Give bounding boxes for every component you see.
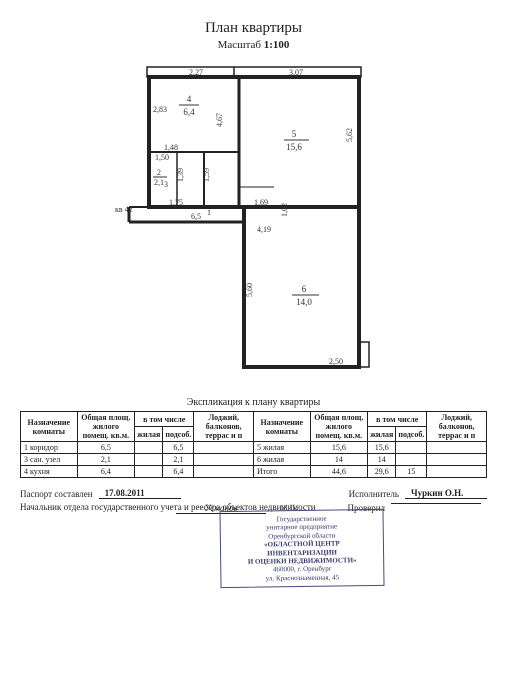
- table-cell: 6 жилая: [253, 454, 310, 466]
- dim: 6,5: [191, 212, 201, 221]
- table-cell: 15,6: [368, 442, 396, 454]
- page-title: План квартиры: [20, 20, 487, 37]
- dim: 1,75: [169, 198, 183, 207]
- th-aux: подсоб.: [163, 427, 194, 442]
- dim: 1,02: [280, 203, 289, 217]
- table-cell: 29,6: [368, 466, 396, 478]
- room-num: 1: [207, 208, 211, 217]
- table-cell: [427, 442, 487, 454]
- th-room-name: Назначение комнаты: [21, 412, 78, 442]
- table-cell: [135, 442, 163, 454]
- table-cell: 5 жилая: [253, 442, 310, 454]
- table-cell: 2,1: [163, 454, 194, 466]
- table-cell: [396, 442, 427, 454]
- apartment-label: кв 42: [115, 205, 133, 214]
- th-loggia: Лоджий, балконов, террас и п: [194, 412, 254, 442]
- passport-label: Паспорт составлен: [20, 489, 93, 499]
- dim: 5,60: [245, 283, 254, 297]
- th-total: Общая площ. жилого помещ. кв.м.: [310, 412, 368, 442]
- mp-label: М.П.: [280, 503, 297, 513]
- table-cell: 15: [396, 466, 427, 478]
- explication-table: Назначение комнаты Общая площ. жилого по…: [20, 411, 487, 478]
- room-area: 14,0: [296, 297, 312, 307]
- th-total: Общая площ. жилого помещ. кв.м.: [77, 412, 135, 442]
- table-cell: [194, 442, 254, 454]
- table-cell: [427, 454, 487, 466]
- dim: 1,59: [202, 168, 211, 182]
- th-loggia: Лоджий, балконов, террас и п: [427, 412, 487, 442]
- table-cell: 15,6: [310, 442, 368, 454]
- table-cell: 6,4: [77, 466, 135, 478]
- stamp-line: ул. Краснознаменная, 45: [227, 573, 377, 583]
- table-cell: 2,1: [77, 454, 135, 466]
- dim: 4,67: [215, 113, 224, 127]
- th-living: жилая: [368, 427, 396, 442]
- dim: 2,50: [329, 357, 343, 366]
- footer: Паспорт составлен 17.08.2011 Исполнитель…: [20, 488, 487, 514]
- th-incl: в том числе: [135, 412, 194, 427]
- table-cell: Итого: [253, 466, 310, 478]
- dim: 3,07: [289, 68, 303, 77]
- table-cell: 3 сан. узел: [21, 454, 78, 466]
- executor-name: Чуркин О.Н.: [405, 488, 487, 499]
- explication-title: Экспликация к плану квартиры: [20, 397, 487, 408]
- table-cell: 14: [368, 454, 396, 466]
- scale-line: Масштаб 1:100: [20, 39, 487, 51]
- room-num: 4: [186, 94, 191, 104]
- room-area: 15,6: [286, 142, 302, 152]
- th-room-name: Назначение комнаты: [253, 412, 310, 442]
- room-area: 2,1: [154, 178, 164, 187]
- table-cell: 1 коридор: [21, 442, 78, 454]
- table-cell: 6,5: [163, 442, 194, 454]
- table-cell: [135, 454, 163, 466]
- table-cell: [427, 466, 487, 478]
- dim: 2,27: [189, 68, 203, 77]
- table-cell: 4 кухня: [21, 466, 78, 478]
- table-cell: 14: [310, 454, 368, 466]
- head-label: Начальник отдела государственного учета …: [20, 503, 170, 513]
- room-area: 6,4: [183, 107, 195, 117]
- room-num: 6: [301, 284, 306, 294]
- dim: 1,69: [254, 198, 268, 207]
- th-aux: подсоб.: [396, 427, 427, 442]
- table-cell: [194, 466, 254, 478]
- dim: 1,50: [155, 153, 169, 162]
- dim: 1,39: [176, 168, 185, 182]
- table-cell: [194, 454, 254, 466]
- room-num: 5: [291, 129, 296, 139]
- table-cell: [396, 454, 427, 466]
- checked-signature: [391, 503, 481, 504]
- table-cell: [135, 466, 163, 478]
- dim: 5,62: [345, 128, 354, 142]
- th-incl: в том числе: [368, 412, 427, 427]
- scale-value: 1:100: [264, 39, 290, 51]
- executor-label: Исполнитель: [349, 489, 399, 499]
- passport-date: 17.08.2011: [99, 488, 181, 499]
- stamp: Государственное унитарное предприятие Ор…: [219, 509, 384, 588]
- floorplan: 2,27 3,07 2,83 4,67 5,62 1,48 1,50 1,39 …: [109, 57, 399, 387]
- room-num: 3: [164, 180, 168, 189]
- table-cell: 44,6: [310, 466, 368, 478]
- table-cell: 6,5: [77, 442, 135, 454]
- dim: 4,19: [257, 225, 271, 234]
- dim: 1,48: [164, 143, 178, 152]
- th-living: жилая: [135, 427, 163, 442]
- scale-label: Масштаб: [218, 39, 261, 51]
- room-num: 2: [157, 168, 161, 177]
- table-cell: 6,4: [163, 466, 194, 478]
- dim: 2,83: [153, 105, 167, 114]
